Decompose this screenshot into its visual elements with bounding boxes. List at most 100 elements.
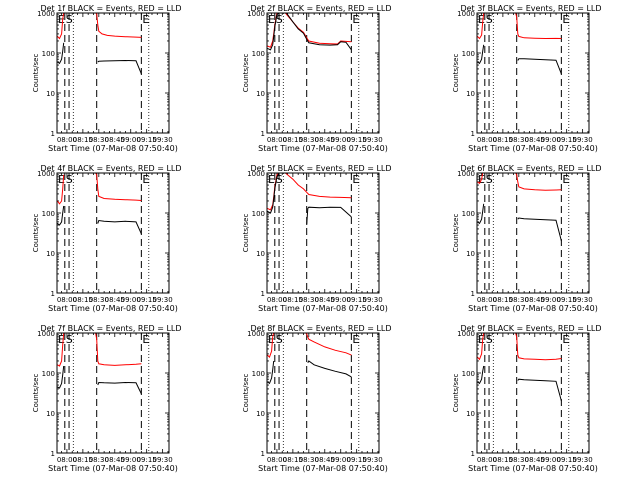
y-tick-label: 1 xyxy=(261,290,265,298)
x-tick-label: 08:30 xyxy=(89,136,109,144)
segment-marker-s: S xyxy=(276,173,283,186)
series-line-events xyxy=(267,360,275,385)
x-tick-label: 09:00 xyxy=(331,136,351,144)
series-line-lld xyxy=(515,172,562,191)
segment-marker-s: S xyxy=(486,173,493,186)
segment-marker-e: E xyxy=(352,13,359,26)
x-tick-label: 09:00 xyxy=(541,456,561,464)
x-tick-label: 09:30 xyxy=(573,456,593,464)
y-tick-label: 1 xyxy=(261,130,265,138)
y-tick-label: 10 xyxy=(466,410,475,418)
segment-marker-e: E xyxy=(562,13,569,26)
panel-det-7: Det 7f BLACK = Events, RED = LLD Counts/s… xyxy=(32,324,182,473)
series-line-events xyxy=(477,203,485,225)
x-tick-label: 08:00 xyxy=(57,136,77,144)
y-tick-label: 1 xyxy=(51,450,55,458)
segment-marker-e: E xyxy=(58,173,65,186)
panel-det-1: Det 1f BLACK = Events, RED = LLD Counts/s… xyxy=(32,4,182,153)
series-line-lld xyxy=(477,12,485,40)
panel-det-9: Det 9f BLACK = Events, RED = LLD Counts/s… xyxy=(452,324,602,473)
series-line-events xyxy=(267,172,280,214)
series-line-lld xyxy=(267,332,275,358)
segment-marker-e: E xyxy=(478,333,485,346)
panel-det-2: Det 2f BLACK = Events, RED = LLD Counts/s… xyxy=(242,4,392,153)
x-tick-label: 09:30 xyxy=(153,296,173,304)
series-line-events xyxy=(306,206,352,226)
y-tick-label: 1000 xyxy=(37,330,55,338)
series-line-lld xyxy=(95,12,142,38)
x-tick-label: 09:15 xyxy=(557,456,577,464)
segment-marker-e: E xyxy=(142,13,149,26)
y-tick-label: 100 xyxy=(252,370,265,378)
panel-det-5: Det 5f BLACK = Events, RED = LLD Counts/s… xyxy=(242,164,392,313)
segment-marker-e: E xyxy=(58,333,65,346)
plot-frame xyxy=(476,12,590,134)
x-tick-label: 08:45 xyxy=(105,136,125,144)
panel-title: Det 3f BLACK = Events, RED = LLD xyxy=(460,4,601,13)
segment-marker-s: S xyxy=(486,13,493,26)
series-line-events xyxy=(477,44,485,65)
segment-marker-e: E xyxy=(268,173,275,186)
y-tick-label: 10 xyxy=(46,90,55,98)
series-line-lld xyxy=(477,332,485,361)
series-line-lld xyxy=(95,332,142,366)
x-tick-label: 09:15 xyxy=(557,136,577,144)
panel-title: Det 5f BLACK = Events, RED = LLD xyxy=(250,164,391,173)
x-tick-label: 08:00 xyxy=(477,136,497,144)
x-tick-label: 09:15 xyxy=(557,296,577,304)
y-tick-label: 100 xyxy=(462,210,475,218)
plot-frame xyxy=(266,172,380,294)
x-tick-label: 08:00 xyxy=(267,136,287,144)
series-line-lld xyxy=(285,12,352,45)
y-tick-label: 100 xyxy=(42,50,55,58)
y-tick-label: 1 xyxy=(471,450,475,458)
plot-frame xyxy=(266,332,380,454)
y-axis-label: Counts/sec xyxy=(242,54,250,93)
x-tick-label: 08:45 xyxy=(525,456,545,464)
panel-det-8: Det 8f BLACK = Events, RED = LLD Counts/s… xyxy=(242,324,392,473)
x-tick-label: 09:30 xyxy=(573,296,593,304)
x-tick-label: 08:30 xyxy=(299,456,319,464)
series-line-lld xyxy=(57,12,65,40)
series-line-events xyxy=(307,360,352,378)
x-tick-label: 09:30 xyxy=(153,456,173,464)
x-tick-label: 08:15 xyxy=(493,296,513,304)
x-tick-label: 08:30 xyxy=(509,296,529,304)
series-line-events xyxy=(97,59,142,75)
x-tick-label: 08:00 xyxy=(267,296,287,304)
segment-marker-e: E xyxy=(268,333,275,346)
x-tick-label: 08:30 xyxy=(89,296,109,304)
y-axis-label: Counts/sec xyxy=(242,214,250,253)
series-line-events xyxy=(286,12,352,51)
x-tick-label: 08:30 xyxy=(509,456,529,464)
x-tick-label: 09:15 xyxy=(137,456,157,464)
series-line-events xyxy=(477,365,485,385)
x-axis-label: Start Time (07-Mar-08 07:50:40) xyxy=(468,464,598,473)
y-tick-label: 10 xyxy=(256,410,265,418)
y-tick-label: 10 xyxy=(46,250,55,258)
panel-title: Det 9f BLACK = Events, RED = LLD xyxy=(460,324,601,333)
series-line-events xyxy=(97,219,142,235)
plot-frame xyxy=(56,172,170,294)
series-line-events xyxy=(57,205,65,226)
y-tick-label: 100 xyxy=(252,50,265,58)
y-axis-label: Counts/sec xyxy=(452,214,460,253)
x-tick-label: 08:00 xyxy=(477,296,497,304)
y-tick-label: 1000 xyxy=(457,330,475,338)
x-tick-label: 09:15 xyxy=(347,296,367,304)
y-tick-label: 1000 xyxy=(457,170,475,178)
series-line-events xyxy=(517,378,562,402)
x-tick-label: 09:15 xyxy=(137,296,157,304)
x-tick-label: 09:15 xyxy=(347,136,367,144)
x-tick-label: 09:00 xyxy=(121,296,141,304)
panel-det-6: Det 6f BLACK = Events, RED = LLD Counts/s… xyxy=(452,164,602,313)
series-line-lld xyxy=(57,332,65,367)
series-line-events xyxy=(57,365,65,389)
y-tick-label: 1000 xyxy=(457,10,475,18)
y-tick-label: 1 xyxy=(471,130,475,138)
x-tick-label: 09:30 xyxy=(363,296,383,304)
y-tick-label: 10 xyxy=(256,250,265,258)
segment-marker-e: E xyxy=(478,13,485,26)
